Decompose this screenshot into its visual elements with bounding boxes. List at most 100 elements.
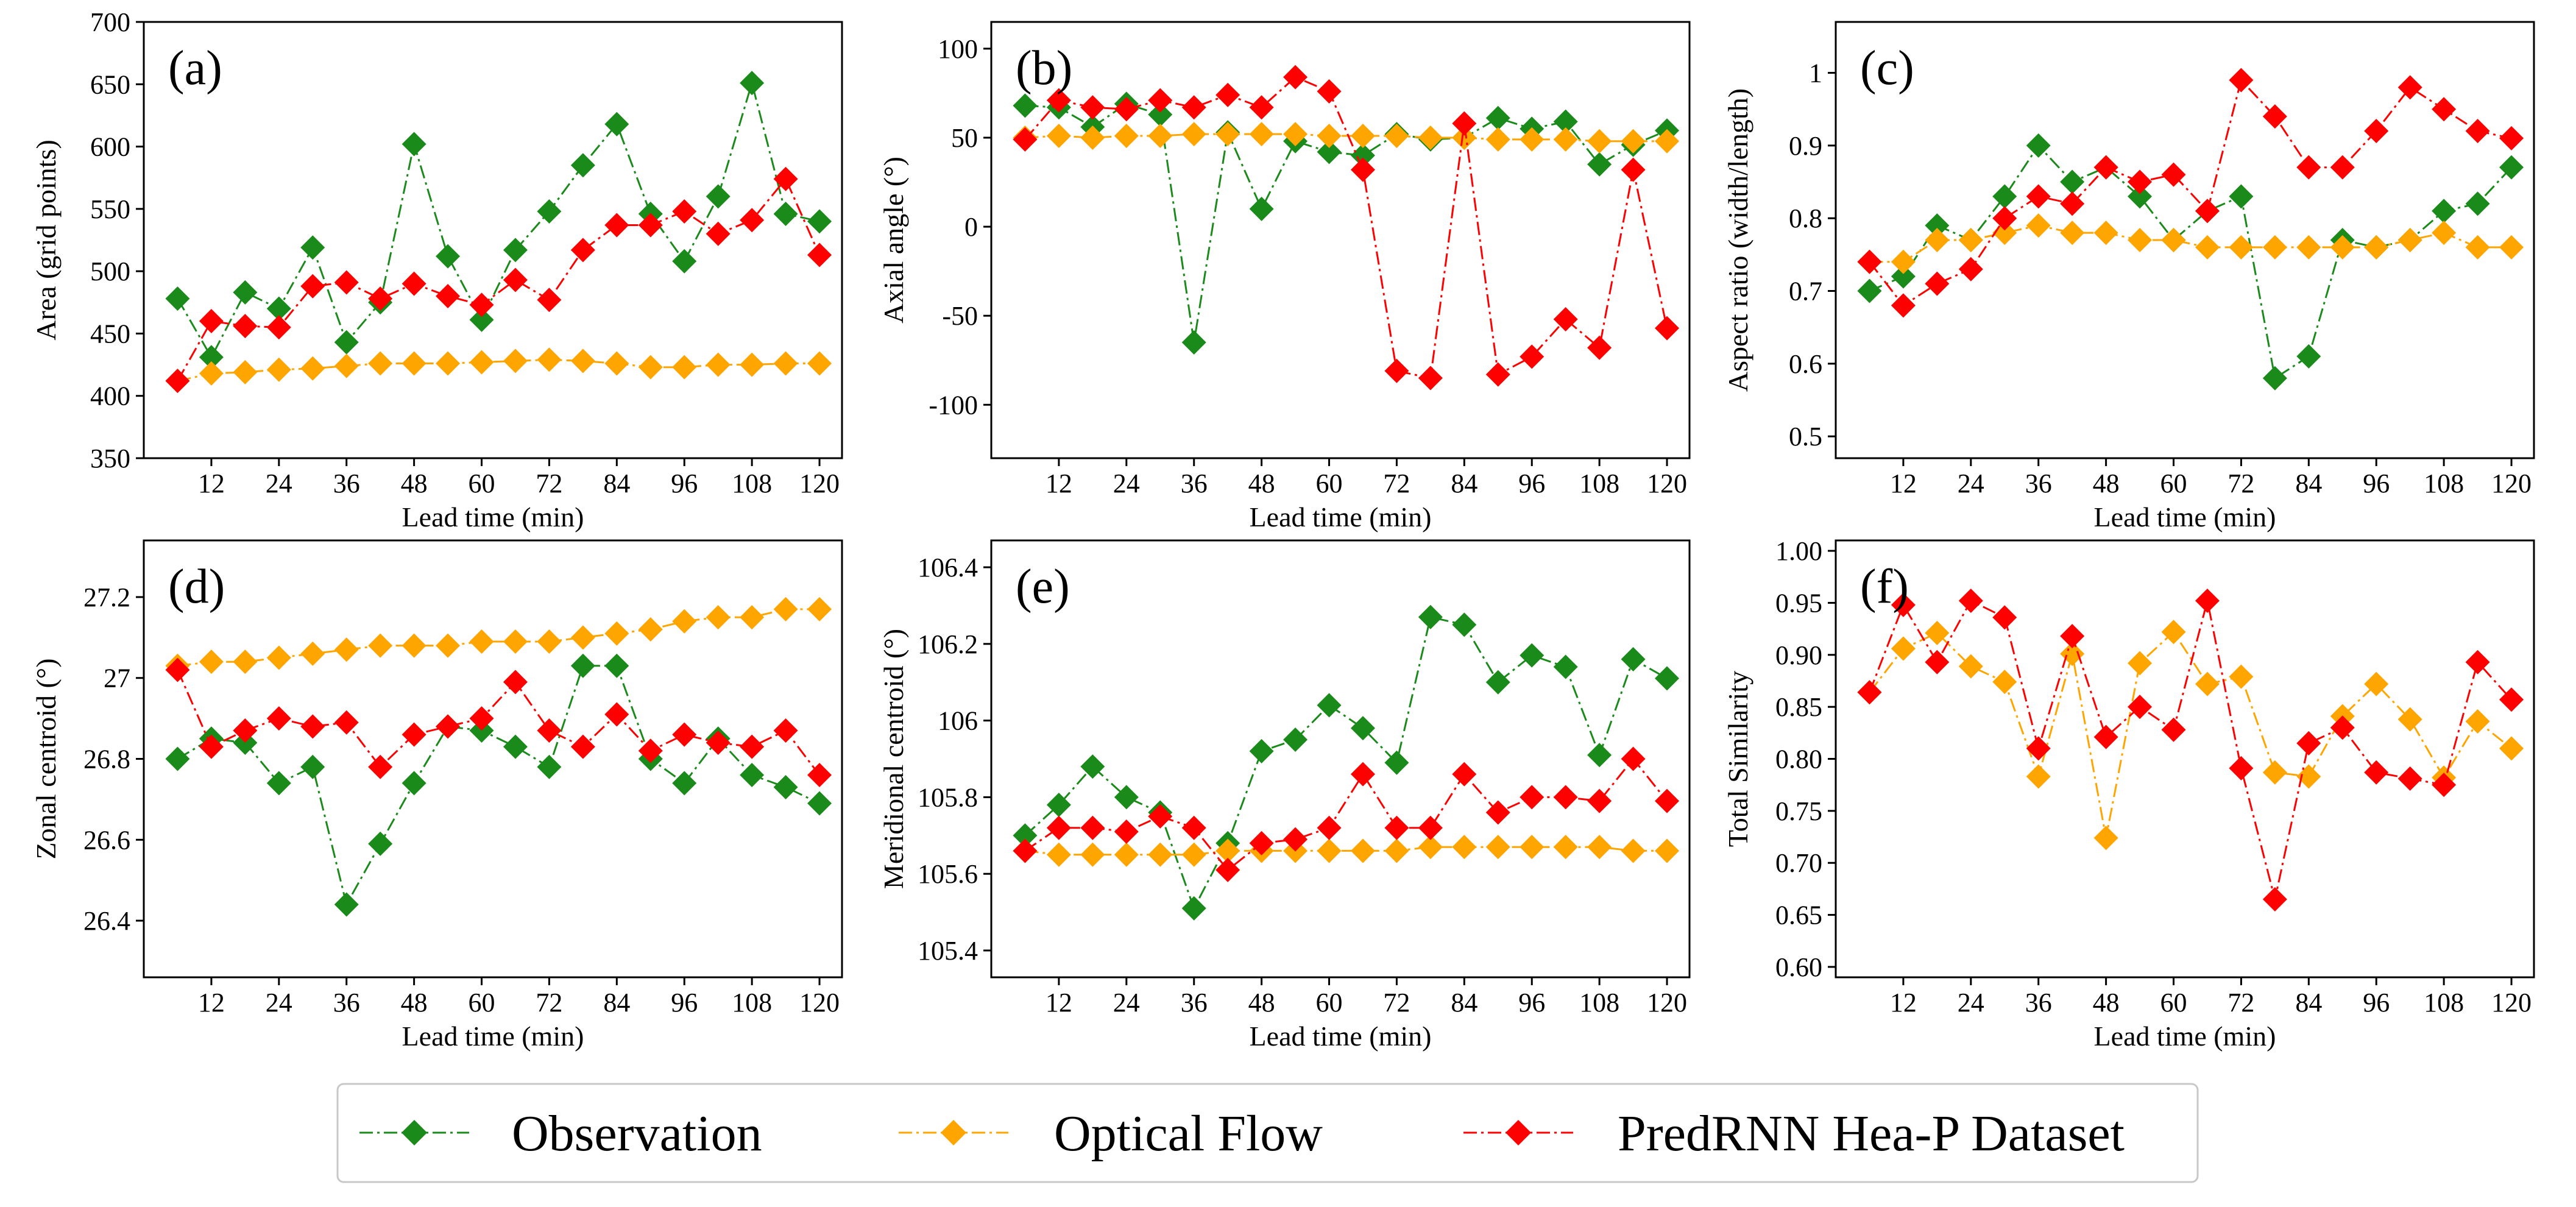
data-point: [266, 706, 291, 731]
data-point: [2465, 235, 2490, 260]
data-point: [2128, 169, 2153, 194]
data-point: [537, 718, 562, 743]
x-tick-label: 12: [1046, 469, 1072, 498]
chart-panel: 12 24 36 48 60 72 84 96 108 120 -100 -50 0 50 100 Lead …: [878, 21, 1691, 533]
data-point: [604, 351, 629, 376]
data-point: [570, 653, 595, 678]
y-tick-label: 450: [90, 319, 130, 349]
data-point: [1249, 196, 1274, 221]
data-point: [1046, 88, 1071, 113]
data-point: [1553, 127, 1578, 152]
x-tick-label: 96: [1518, 469, 1545, 498]
y-tick-label: 50: [951, 123, 978, 153]
data-point: [1485, 127, 1510, 152]
x-tick-label: 12: [198, 988, 225, 1018]
data-point: [740, 763, 765, 788]
data-point: [1114, 97, 1139, 122]
x-tick-label: 60: [2160, 988, 2187, 1018]
x-tick-label: 84: [2295, 988, 2322, 1018]
data-point: [2296, 344, 2321, 369]
data-point: [1181, 95, 1206, 120]
x-tick-label: 48: [2093, 988, 2120, 1018]
data-point: [2026, 133, 2051, 158]
data-point: [773, 718, 798, 743]
data-point: [165, 369, 190, 394]
x-tick-label: 96: [2363, 988, 2390, 1018]
chart-panel: 12 24 36 48 60 72 84 96 108 120 0.5 0.6 0.7 0.8 0.9 1 Le…: [1722, 21, 2535, 533]
data-point: [1587, 743, 1612, 768]
y-axis-label: Total Similarity: [1722, 671, 1753, 847]
data-point: [2060, 642, 2085, 667]
data-point: [2364, 235, 2389, 260]
data-point: [436, 633, 461, 658]
y-tick-label: 0.90: [1775, 640, 1822, 670]
data-point: [233, 650, 258, 674]
y-tick-label: -50: [942, 301, 978, 331]
data-point: [368, 351, 393, 376]
data-point: [1587, 129, 1612, 154]
data-point: [1958, 257, 1983, 281]
data-point: [604, 621, 629, 646]
data-point: [1655, 316, 1680, 341]
legend-label: Optical Flow: [1054, 1105, 1323, 1162]
data-point: [1891, 249, 1916, 274]
panel-label: (d): [168, 560, 225, 614]
data-point: [1485, 362, 1510, 387]
data-point: [300, 274, 325, 299]
x-tick-label: 96: [671, 988, 698, 1018]
data-point: [2432, 221, 2457, 246]
data-point: [266, 296, 291, 321]
data-point: [2195, 671, 2220, 696]
data-point: [2432, 773, 2457, 798]
series-line: [177, 177, 821, 381]
x-tick-label: 36: [2025, 469, 2052, 498]
data-point: [165, 746, 190, 771]
data-point: [2060, 191, 2085, 216]
x-tick-label: 72: [1383, 469, 1410, 498]
x-tick-label: 24: [266, 469, 292, 498]
data-point: [1317, 693, 1342, 718]
data-point: [1587, 335, 1612, 360]
data-point: [334, 637, 359, 662]
data-point: [503, 349, 528, 373]
y-tick-label: 0.65: [1775, 901, 1822, 930]
x-tick-label: 48: [401, 469, 428, 498]
data-point: [1958, 228, 1983, 252]
data-point: [1418, 125, 1443, 150]
data-point: [1249, 122, 1274, 147]
data-point: [368, 286, 393, 311]
data-point: [1587, 788, 1612, 813]
x-tick-label: 60: [469, 469, 495, 498]
data-point: [1485, 800, 1510, 825]
x-axis-label: Lead time (min): [1250, 501, 1432, 533]
data-point: [2465, 191, 2490, 216]
data-point: [2330, 715, 2355, 740]
data-point: [672, 722, 697, 747]
data-point: [672, 249, 697, 274]
y-tick-label: 0.60: [1775, 952, 1822, 982]
x-tick-label: 24: [1113, 988, 1140, 1018]
data-point: [199, 345, 224, 370]
data-point: [1215, 857, 1240, 882]
data-point: [1655, 666, 1680, 691]
data-point: [300, 235, 325, 260]
data-point: [1046, 792, 1071, 817]
data-point: [2364, 760, 2389, 785]
x-tick-label: 72: [2227, 988, 2254, 1018]
data-point: [773, 596, 798, 621]
panel-label: (e): [1016, 560, 1070, 614]
y-tick-label: 350: [90, 444, 130, 473]
y-tick-label: 0.95: [1775, 588, 1822, 618]
x-tick-label: 84: [603, 988, 630, 1018]
data-point: [1080, 815, 1105, 840]
data-point: [2397, 75, 2422, 100]
data-point: [638, 738, 663, 763]
x-tick-label: 12: [1046, 988, 1072, 1018]
legend-label: Observation: [512, 1105, 762, 1162]
data-point: [233, 359, 258, 384]
data-point: [1891, 293, 1916, 318]
data-point: [1114, 842, 1139, 867]
data-point: [1418, 366, 1443, 391]
data-point: [1384, 750, 1409, 775]
data-point: [266, 357, 291, 382]
